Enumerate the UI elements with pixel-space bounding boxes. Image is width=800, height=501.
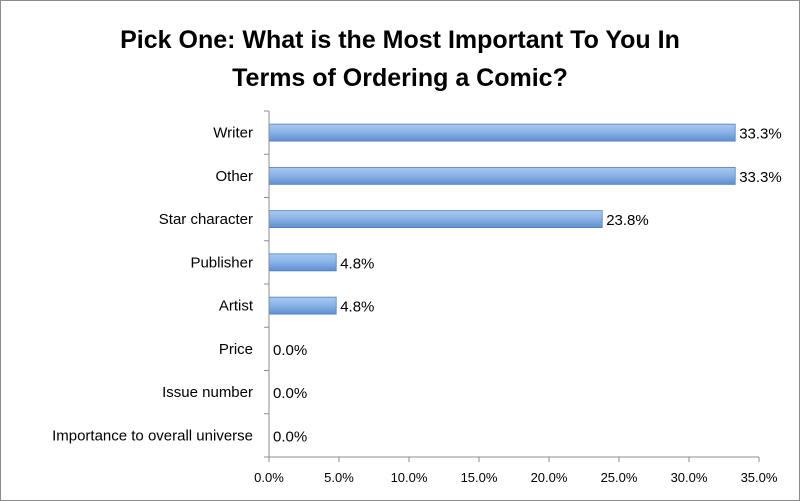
x-tick-label: 0.0% (254, 470, 284, 485)
data-label: 4.8% (340, 255, 374, 272)
category-label: Importance to overall universe (52, 427, 253, 444)
x-tick-labels: 0.0% 5.0% 10.0% 15.0% 20.0% 25.0% 30.0% 35.0% (254, 470, 778, 485)
bar-artist (268, 296, 337, 315)
bar-publisher (268, 253, 337, 272)
category-label: Publisher (190, 254, 253, 271)
category-label: Price (219, 341, 253, 358)
x-tick-label: 15.0% (461, 470, 498, 485)
category-label: Writer (213, 125, 253, 142)
data-label: 23.8% (606, 212, 649, 229)
category-label: Issue number (162, 384, 253, 401)
x-tick-label: 20.0% (531, 470, 568, 485)
data-label: 4.8% (340, 299, 374, 316)
chart-title-line-1: Pick One: What is the Most Important To … (120, 26, 680, 54)
data-label: 33.3% (739, 169, 782, 186)
data-label: 0.0% (273, 385, 307, 402)
x-tick-label: 25.0% (601, 470, 638, 485)
x-tick-label: 10.0% (391, 470, 428, 485)
category-label: Star character (159, 211, 253, 228)
data-label: 0.0% (273, 428, 307, 445)
category-label: Other (215, 168, 253, 185)
bar-star-character (268, 210, 603, 229)
bar-other (268, 166, 736, 185)
x-tick-label: 30.0% (671, 470, 708, 485)
axes (264, 110, 760, 462)
data-label: 0.0% (273, 342, 307, 359)
bars (268, 123, 736, 315)
data-labels: 33.3% 33.3% 23.8% 4.8% 4.8% 0.0% 0.0% 0.0% (273, 126, 782, 446)
category-label: Artist (219, 298, 254, 315)
x-tick-label: 35.0% (741, 470, 778, 485)
chart-title: Pick One: What is the Most Important To … (120, 26, 680, 92)
category-labels: Writer Other Star character Publisher Artist… (52, 125, 254, 445)
data-label: 33.3% (739, 126, 782, 143)
chart-title-line-2: Terms of Ordering a Comic? (232, 64, 568, 92)
bar-writer (268, 123, 736, 142)
x-tick-label: 5.0% (324, 470, 354, 485)
